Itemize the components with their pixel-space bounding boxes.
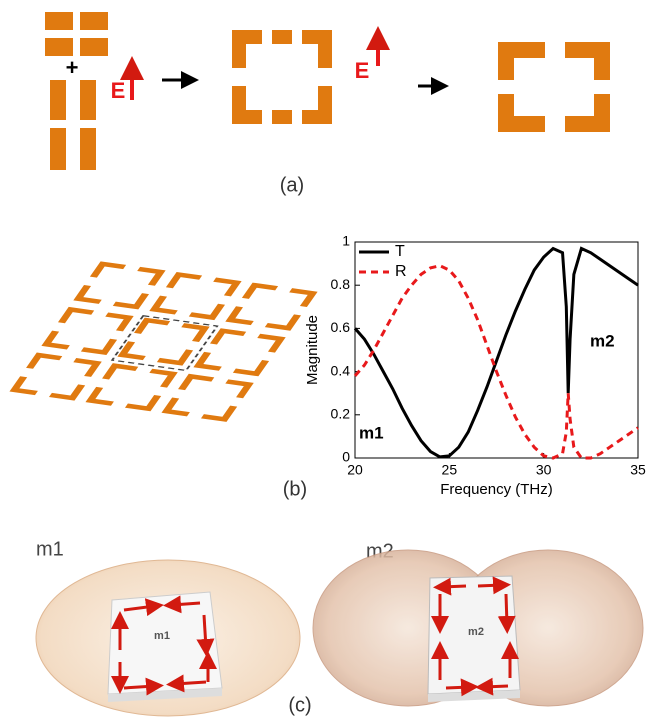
split-ring [498, 42, 610, 132]
block [80, 128, 96, 170]
panel-b-array [9, 261, 318, 422]
split-ring [85, 363, 178, 412]
panel-label: (b) [283, 478, 307, 500]
split-ring [149, 271, 242, 321]
y-tick-label: 0.8 [331, 276, 351, 292]
field-label: E [355, 58, 370, 83]
x-tick-label: 25 [442, 462, 458, 478]
plus: + [66, 55, 79, 80]
block [50, 80, 66, 120]
split-ring [193, 328, 286, 377]
y-tick-label: 1 [342, 233, 350, 249]
block [80, 12, 108, 30]
x-axis-label: Frequency (THz) [440, 481, 553, 498]
currents [111, 595, 217, 696]
panel-c: m1 m1 m2 m2 (c) [35, 538, 644, 717]
currents [431, 576, 519, 697]
y-tick-label: 0.4 [331, 362, 351, 378]
annotation: m2 [590, 331, 615, 350]
annotation: m1 [359, 423, 384, 442]
legend-label: T [395, 243, 405, 260]
y-tick-label: 0.6 [331, 319, 351, 335]
split-ring [161, 373, 254, 422]
inner-label: m2 [468, 626, 484, 638]
split-ring [225, 282, 318, 331]
block [50, 128, 66, 170]
block [45, 38, 73, 56]
split-ring [9, 352, 102, 401]
unit-cell [110, 314, 219, 372]
panel-a: + E E (a) [45, 12, 610, 196]
plot-frame [354, 241, 639, 459]
inner-label: m1 [154, 630, 170, 642]
y-tick-label: 0 [342, 449, 350, 465]
y-tick-label: 0.2 [331, 406, 351, 422]
x-tick-label: 35 [630, 462, 646, 478]
chart: 20 25 30 35 0 0.2 0.4 0.6 0.8 1 Frequency (THz) Mag… [304, 233, 646, 498]
y-axis-label: Magnitude [304, 315, 321, 385]
series-line [353, 246, 639, 459]
legend-label: R [395, 263, 407, 280]
field-label: E [111, 78, 126, 103]
block [80, 80, 96, 120]
panel-label: (c) [288, 694, 311, 716]
mode-label: m1 [36, 538, 64, 560]
split-ring [41, 306, 134, 356]
split-ring [232, 30, 332, 124]
block [80, 38, 108, 56]
slab-edge [108, 688, 222, 702]
series-line [353, 264, 639, 460]
block [45, 12, 73, 30]
panel-label: (a) [280, 174, 304, 196]
split-ring [117, 317, 210, 366]
x-tick-label: 20 [347, 462, 363, 478]
x-tick-label: 30 [536, 462, 552, 478]
split-ring [73, 261, 166, 310]
